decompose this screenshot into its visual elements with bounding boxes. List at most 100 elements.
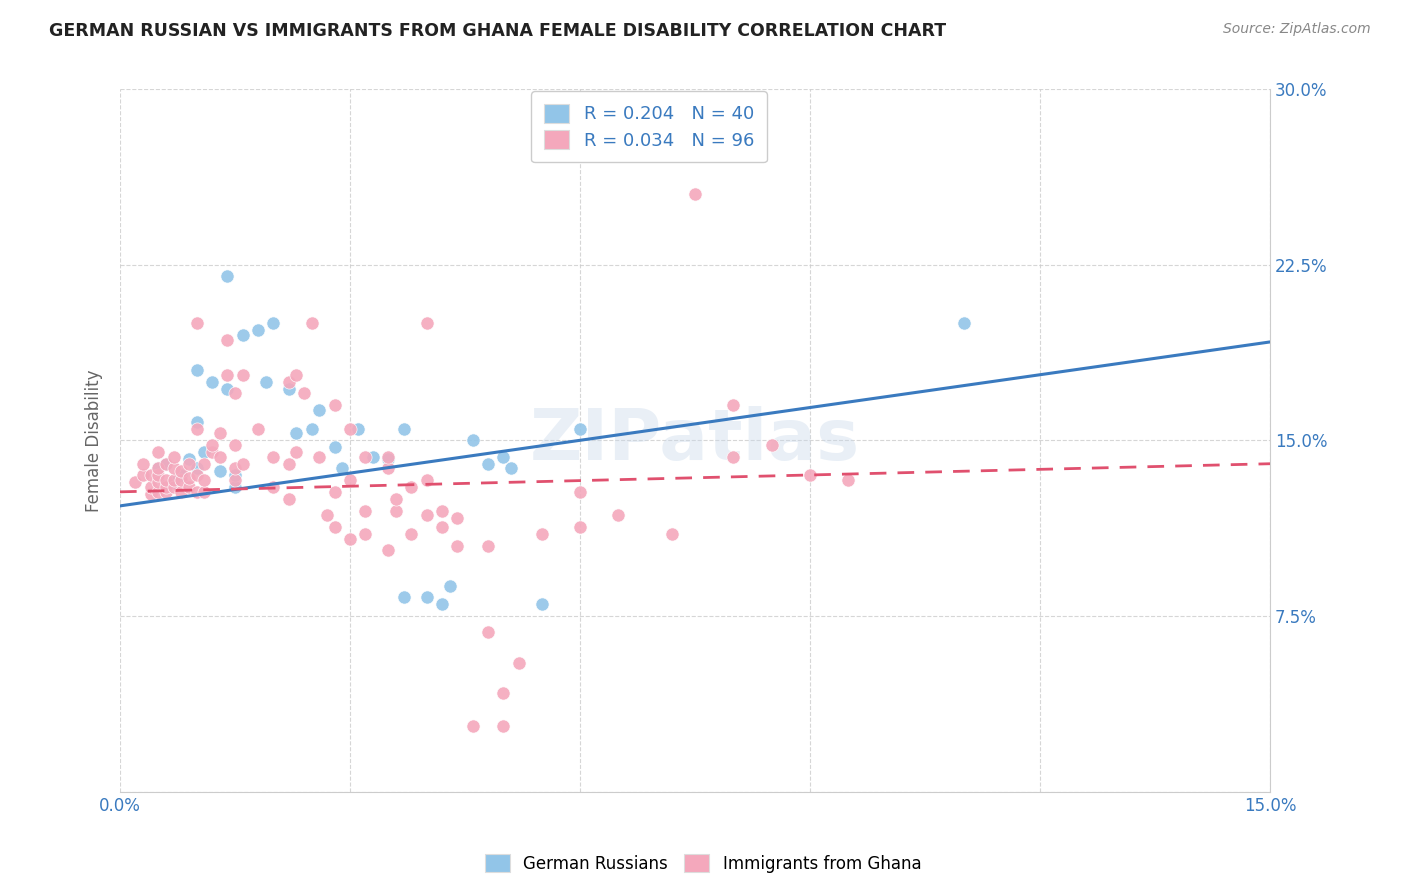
Point: [446, 510, 468, 524]
Point: [569, 520, 592, 534]
Point: [193, 484, 215, 499]
Point: [177, 457, 200, 471]
Point: [477, 625, 499, 640]
Point: [377, 461, 399, 475]
Point: [155, 473, 177, 487]
Point: [201, 445, 224, 459]
Point: [170, 473, 193, 487]
Point: [361, 450, 384, 464]
Point: [224, 461, 246, 475]
Point: [186, 468, 208, 483]
Point: [377, 452, 399, 467]
Point: [377, 450, 399, 464]
Point: [461, 719, 484, 733]
Text: Source: ZipAtlas.com: Source: ZipAtlas.com: [1223, 22, 1371, 37]
Point: [430, 520, 453, 534]
Point: [285, 426, 308, 441]
Point: [163, 461, 186, 475]
Point: [301, 421, 323, 435]
Point: [292, 386, 315, 401]
Point: [155, 457, 177, 471]
Point: [446, 539, 468, 553]
Point: [461, 434, 484, 448]
Point: [201, 438, 224, 452]
Point: [224, 468, 246, 483]
Point: [277, 491, 299, 506]
Point: [224, 438, 246, 452]
Point: [415, 591, 437, 605]
Point: [217, 333, 239, 347]
Point: [163, 450, 186, 464]
Point: [354, 503, 377, 517]
Point: [217, 382, 239, 396]
Point: [170, 484, 193, 499]
Point: [346, 421, 368, 435]
Point: [837, 473, 859, 487]
Point: [208, 426, 231, 441]
Point: [262, 450, 284, 464]
Point: [163, 480, 186, 494]
Point: [415, 473, 437, 487]
Point: [139, 480, 162, 494]
Point: [246, 421, 269, 435]
Point: [477, 457, 499, 471]
Point: [217, 368, 239, 382]
Point: [439, 578, 461, 592]
Point: [232, 457, 254, 471]
Point: [139, 487, 162, 501]
Point: [208, 450, 231, 464]
Point: [208, 464, 231, 478]
Point: [277, 375, 299, 389]
Point: [177, 471, 200, 485]
Point: [232, 368, 254, 382]
Point: [607, 508, 630, 523]
Point: [330, 461, 353, 475]
Point: [163, 473, 186, 487]
Point: [193, 457, 215, 471]
Point: [430, 503, 453, 517]
Point: [377, 543, 399, 558]
Point: [499, 461, 522, 475]
Point: [262, 480, 284, 494]
Point: [163, 475, 186, 490]
Point: [354, 450, 377, 464]
Point: [339, 532, 361, 546]
Point: [392, 421, 415, 435]
Point: [316, 508, 339, 523]
Point: [952, 316, 974, 330]
Point: [385, 491, 408, 506]
Point: [401, 527, 423, 541]
Point: [308, 402, 330, 417]
Point: [661, 527, 683, 541]
Point: [723, 398, 745, 412]
Point: [186, 421, 208, 435]
Point: [415, 508, 437, 523]
Point: [569, 484, 592, 499]
Point: [430, 597, 453, 611]
Point: [224, 480, 246, 494]
Point: [508, 656, 530, 670]
Point: [569, 421, 592, 435]
Point: [530, 527, 553, 541]
Point: [415, 316, 437, 330]
Point: [723, 450, 745, 464]
Point: [301, 316, 323, 330]
Point: [277, 382, 299, 396]
Text: ZIPatlas: ZIPatlas: [530, 406, 860, 475]
Point: [323, 440, 346, 454]
Point: [262, 316, 284, 330]
Point: [155, 484, 177, 499]
Point: [193, 445, 215, 459]
Point: [308, 450, 330, 464]
Point: [177, 480, 200, 494]
Point: [148, 461, 170, 475]
Point: [246, 323, 269, 337]
Point: [148, 475, 170, 490]
Point: [148, 468, 170, 483]
Point: [323, 398, 346, 412]
Point: [132, 457, 155, 471]
Point: [148, 484, 170, 499]
Point: [799, 468, 821, 483]
Point: [186, 461, 208, 475]
Point: [155, 480, 177, 494]
